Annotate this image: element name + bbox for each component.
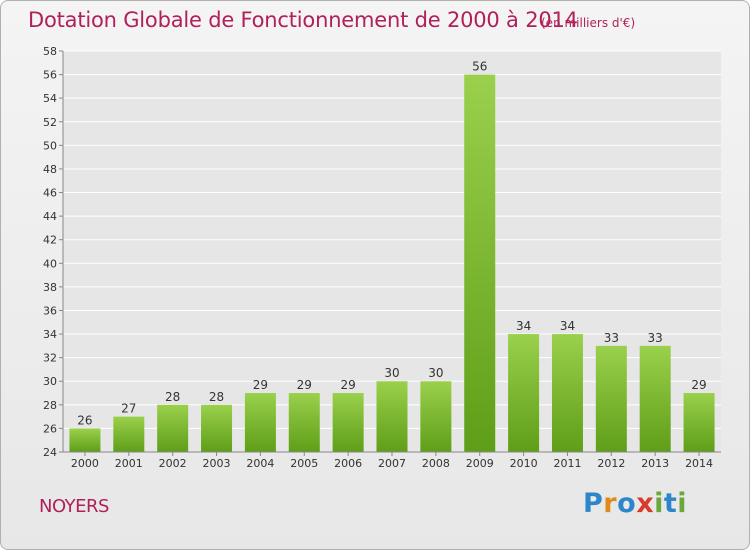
- y-tick-label: 26: [43, 422, 57, 435]
- data-label: 29: [253, 378, 268, 392]
- x-tick-label: 2008: [422, 457, 450, 470]
- bar: [332, 393, 364, 452]
- x-tick-label: 2007: [378, 457, 406, 470]
- logo-letter: x: [636, 488, 655, 519]
- x-tick-label: 2010: [510, 457, 538, 470]
- y-tick-label: 48: [43, 163, 57, 176]
- bar: [244, 393, 276, 452]
- data-label: 34: [516, 319, 531, 333]
- logo-letter: t: [663, 488, 678, 519]
- data-label: 28: [209, 390, 224, 404]
- y-tick-label: 36: [43, 304, 57, 317]
- data-label: 29: [691, 378, 706, 392]
- data-label: 27: [121, 402, 136, 416]
- bar: [464, 74, 496, 453]
- bar: [508, 334, 540, 452]
- x-tick-label: 2005: [290, 457, 318, 470]
- bar: [69, 428, 101, 452]
- y-tick-label: 46: [43, 187, 57, 200]
- bar: [157, 404, 189, 452]
- proxiti-logo[interactable]: Proxiti: [583, 488, 687, 519]
- y-tick-label: 58: [43, 45, 57, 58]
- x-tick-label: 2011: [553, 457, 581, 470]
- logo-letter: i: [677, 488, 688, 519]
- bar: [639, 345, 671, 452]
- x-tick-label: 2001: [115, 457, 143, 470]
- logo-letter: i: [654, 488, 664, 519]
- bar: [288, 393, 320, 452]
- x-tick-label: 2012: [597, 457, 625, 470]
- bars: 26 27 28 28 29 29 29 30 30 56 34 34 33 33 29: [69, 60, 715, 453]
- x-axis: 2000 2001 2002 2003 2004 2005 2006 2007 2008 2009…: [63, 451, 721, 470]
- data-label: 56: [472, 60, 487, 74]
- y-tick-label: 28: [43, 399, 57, 412]
- data-label: 33: [648, 331, 663, 345]
- y-tick-label: 54: [43, 92, 57, 105]
- data-label: 28: [165, 390, 180, 404]
- logo-letter: r: [603, 488, 618, 519]
- x-tick-label: 2013: [641, 457, 669, 470]
- y-tick-label: 24: [43, 446, 57, 459]
- x-tick-label: 2002: [159, 457, 187, 470]
- x-tick-label: 2009: [466, 457, 494, 470]
- bar: [551, 334, 583, 452]
- y-tick-label: 56: [43, 69, 57, 82]
- bar: [113, 416, 145, 452]
- y-tick-label: 38: [43, 281, 57, 294]
- x-tick-label: 2004: [246, 457, 274, 470]
- x-tick-label: 2003: [203, 457, 231, 470]
- y-tick-label: 34: [43, 328, 57, 341]
- y-tick-label: 52: [43, 116, 57, 129]
- y-tick-label: 40: [43, 257, 57, 270]
- bar: [201, 404, 233, 452]
- data-label: 33: [604, 331, 619, 345]
- location-name: NOYERS: [39, 496, 109, 517]
- logo-letter: o: [617, 488, 637, 519]
- x-tick-label: 2000: [71, 457, 99, 470]
- bar: [595, 345, 627, 452]
- data-label: 30: [428, 366, 443, 380]
- bar: [376, 381, 408, 452]
- data-label: 34: [560, 319, 575, 333]
- y-tick-label: 30: [43, 375, 57, 388]
- unit-note: (en milliers d'€): [541, 16, 636, 30]
- data-label: 26: [77, 413, 92, 427]
- bar: [683, 393, 715, 452]
- bar: [420, 381, 452, 452]
- y-tick-label: 42: [43, 234, 57, 247]
- data-label: 29: [297, 378, 312, 392]
- y-tick-label: 50: [43, 139, 57, 152]
- y-tick-label: 32: [43, 352, 57, 365]
- logo-letter: P: [583, 488, 604, 519]
- chart-title: Dotation Globale de Fonctionnement de 20…: [28, 8, 578, 32]
- x-tick-label: 2014: [685, 457, 713, 470]
- x-tick-label: 2006: [334, 457, 362, 470]
- y-tick-label: 44: [43, 210, 57, 223]
- data-label: 30: [384, 366, 399, 380]
- data-label: 29: [340, 378, 355, 392]
- y-axis: 24 26 28 30 32 34 36 38 40 42 44 46 48 50 52 54 56 58: [43, 45, 64, 459]
